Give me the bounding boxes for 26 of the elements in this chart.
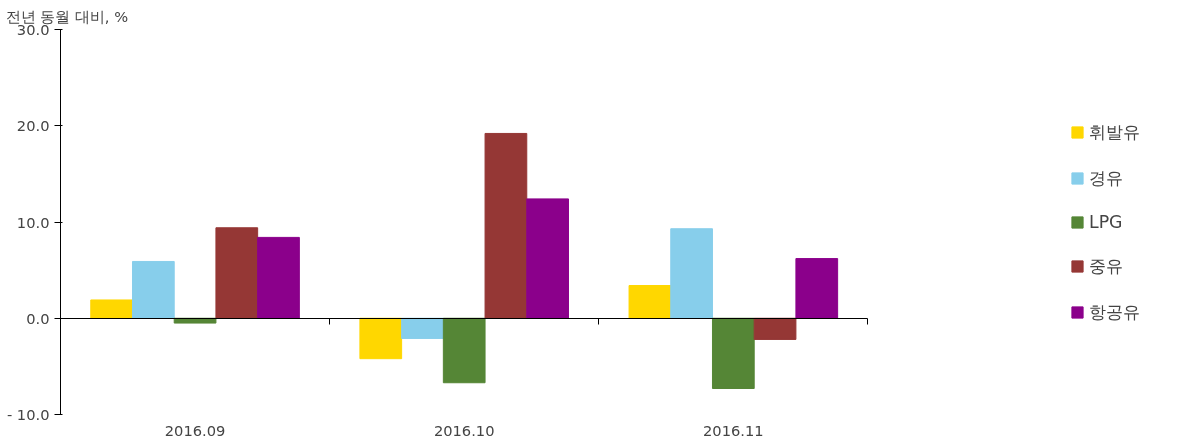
x-tick-label: 2016.11 bbox=[703, 421, 764, 439]
bar bbox=[628, 285, 672, 319]
legend-label: 중유 bbox=[1089, 254, 1123, 278]
legend-label: 경유 bbox=[1089, 166, 1123, 190]
bar bbox=[670, 228, 713, 319]
bar bbox=[359, 317, 403, 360]
bar bbox=[401, 317, 444, 339]
bar bbox=[795, 258, 839, 319]
bar bbox=[526, 198, 569, 319]
x-tick-label: 2016.09 bbox=[164, 421, 226, 439]
bar bbox=[90, 299, 133, 319]
y-tick-label: - 10.0 bbox=[6, 406, 50, 423]
legend-label: 휘발유 bbox=[1089, 120, 1140, 144]
bar bbox=[257, 236, 300, 319]
legend-label: LPG bbox=[1089, 211, 1123, 232]
bar bbox=[131, 260, 175, 319]
y-tick-label: 0.0 bbox=[26, 309, 50, 327]
bar bbox=[484, 132, 528, 319]
bar bbox=[215, 227, 259, 319]
x-tick-label: 2016.10 bbox=[433, 421, 495, 439]
bar bbox=[753, 317, 797, 340]
y-tick-label: 10.0 bbox=[16, 213, 50, 231]
bar bbox=[442, 317, 486, 384]
y-tick-label: 20.0 bbox=[16, 117, 50, 135]
bar bbox=[711, 317, 755, 390]
legend-label: 항공유 bbox=[1089, 300, 1140, 324]
